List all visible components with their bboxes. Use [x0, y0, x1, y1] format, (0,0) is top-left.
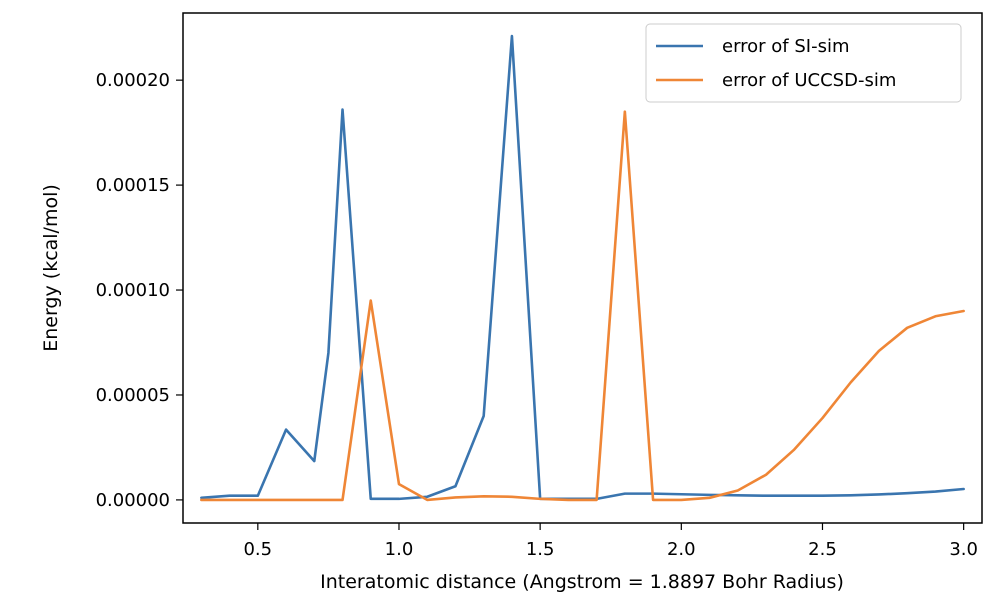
series-layer: [200, 34, 965, 502]
legend: error of SI-sim error of UCCSD-sim: [645, 23, 962, 103]
axes-layer: 0.5 1.0 1.5 2.0 2.5 3.0 0.00000 0.00005 0.00010 0…: [96, 70, 978, 560]
x-tick-label: 1.0: [385, 539, 414, 560]
x-tick-label: 3.0: [949, 539, 978, 560]
y-tick-label: 0.00005: [96, 385, 170, 406]
legend-label-si-sim: error of SI-sim: [722, 36, 850, 57]
x-tick-label: 2.5: [808, 539, 837, 560]
legend-label-uccsd-sim: error of UCCSD-sim: [722, 70, 896, 91]
y-tick-label: 0.00000: [96, 490, 170, 511]
x-axis-label: Interatomic distance (Angstrom = 1.8897 …: [320, 571, 844, 593]
y-axis-label: Energy (kcal/mol): [40, 184, 62, 352]
y-tick-label: 0.00020: [96, 70, 170, 91]
x-tick-label: 0.5: [243, 539, 272, 560]
y-tick-label: 0.00015: [96, 175, 170, 196]
series-line-0: [200, 34, 965, 501]
x-tick-label: 2.0: [667, 539, 696, 560]
plot-frame: [182, 12, 983, 524]
x-tick-label: 1.5: [526, 539, 555, 560]
legend-box: [645, 23, 962, 103]
y-tick-label: 0.00010: [96, 280, 170, 301]
series-line-1: [200, 110, 965, 502]
